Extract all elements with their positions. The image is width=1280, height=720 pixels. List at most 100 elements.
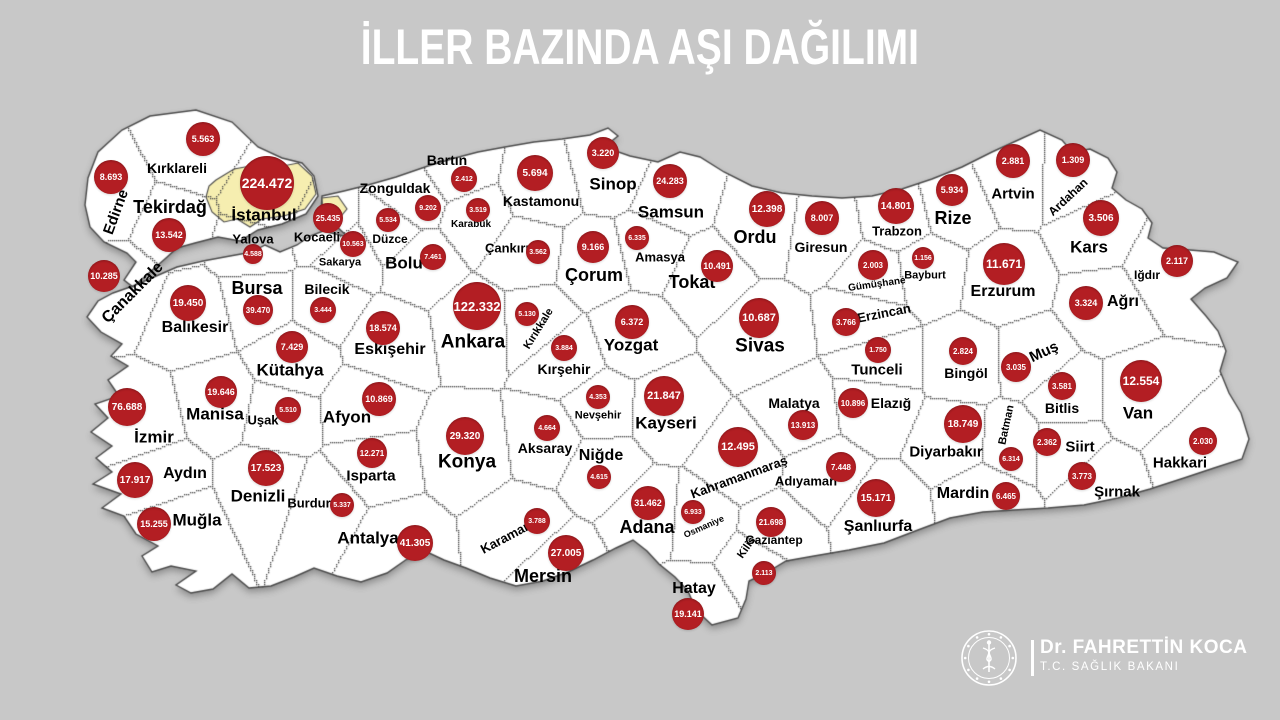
province-value: 5.934 — [940, 185, 964, 195]
province-label-isparta: Isparta — [346, 467, 396, 485]
province-bubble-tekirdag: 13.542 — [152, 218, 186, 252]
province-bubble-usak: 5.510 — [275, 397, 301, 423]
province-label-batman: Batman — [996, 403, 1017, 446]
province-bubble-sakarya: 10.563 — [340, 231, 366, 257]
province-bubble-yalova: 4.588 — [243, 244, 263, 264]
province-bubble-kahramanmaras: 12.495 — [718, 427, 758, 467]
province-bubble-karabuk: 3.519 — [466, 198, 490, 222]
province-label-siirt: Siirt — [1065, 438, 1095, 456]
province-label-sinop: Sinop — [589, 174, 637, 194]
province-value: 8.693 — [99, 172, 123, 182]
province-bubble-tokat: 10.491 — [701, 250, 733, 282]
province-bubble-giresun: 8.007 — [805, 201, 839, 235]
province-value: 3.324 — [1074, 298, 1098, 308]
province-value: 27.005 — [550, 547, 582, 559]
province-bubble-erzincan: 3.766 — [832, 308, 860, 336]
province-value: 11.671 — [985, 257, 1023, 271]
province-label-bartin: Bartın — [426, 152, 468, 168]
province-bubble-kilis: 2.113 — [752, 561, 776, 585]
province-value: 2.881 — [1001, 156, 1025, 166]
province-bubble-antalya: 41.305 — [397, 525, 433, 561]
province-label-kutahya: Kütahya — [256, 360, 324, 380]
province-bubble-afyon: 10.869 — [362, 382, 396, 416]
province-label-yalova: Yalova — [232, 231, 274, 247]
province-bubble-aydin: 17.917 — [117, 462, 153, 498]
province-value: 6.335 — [628, 234, 646, 242]
province-bubble-ordu: 12.398 — [749, 191, 785, 227]
province-bubble-sinop: 3.220 — [587, 137, 619, 169]
province-bubble-konya: 29.320 — [446, 417, 484, 455]
province-value: 10.563 — [342, 240, 364, 248]
province-label-bursa: Bursa — [231, 278, 283, 298]
province-value: 18.749 — [947, 418, 979, 430]
province-label-mardin: Mardin — [936, 485, 990, 502]
province-value: 29.320 — [449, 430, 481, 442]
province-value: 10.687 — [742, 312, 776, 324]
province-label-tekirdag: Tekirdağ — [133, 197, 207, 217]
province-value: 2.412 — [455, 175, 473, 183]
province-value: 3.562 — [529, 248, 547, 256]
province-value: 12.554 — [1122, 374, 1160, 388]
province-bubble-gumushane: 2.003 — [858, 250, 888, 280]
province-bubble-manisa: 19.646 — [205, 376, 237, 408]
province-bubble-hatay: 19.141 — [672, 598, 704, 630]
province-bubble-erzurum: 11.671 — [983, 243, 1025, 285]
province-label-sivas: Sivas — [735, 335, 785, 357]
province-bubble-isparta: 12.271 — [357, 438, 387, 468]
province-bubble-agri: 3.324 — [1069, 286, 1103, 320]
province-value: 3.773 — [1071, 471, 1093, 481]
province-label-tokat: Tokat — [668, 272, 716, 292]
province-label-hatay: Hatay — [672, 580, 716, 597]
province-label-nevsehir: Nevşehir — [574, 409, 622, 422]
province-bubble-bilecik: 3.444 — [310, 297, 336, 323]
province-label-duzce: Düzce — [372, 232, 408, 246]
province-bubble-bitlis: 3.581 — [1048, 372, 1076, 400]
province-label-van: Van — [1122, 403, 1154, 423]
province-value: 12.398 — [751, 203, 783, 215]
province-value: 21.698 — [758, 517, 784, 527]
province-bubble-kocaeli: 25.435 — [313, 203, 343, 233]
province-label-agri: Ağrı — [1107, 293, 1139, 310]
province-value: 17.917 — [119, 474, 151, 486]
province-value: 1.750 — [869, 346, 887, 354]
province-label-sanliurfa: Şanlıurfa — [843, 518, 913, 535]
province-label-kayseri: Kayseri — [635, 413, 697, 433]
province-value: 13.913 — [790, 420, 816, 430]
province-label-giresun: Giresun — [794, 239, 848, 255]
province-label-sakarya: Sakarya — [318, 256, 362, 269]
province-value: 12.495 — [721, 441, 755, 453]
province-value: 3.581 — [1051, 381, 1073, 391]
province-label-edirne: Edirne — [100, 187, 132, 237]
province-bubble-mardin: 6.465 — [992, 482, 1020, 510]
province-bubble-corum: 9.166 — [577, 231, 609, 263]
province-label-erzincan: Erzincan — [855, 300, 913, 326]
province-value: 2.824 — [952, 346, 974, 356]
province-label-malatya: Malatya — [768, 395, 820, 411]
province-value: 2.113 — [755, 569, 773, 577]
province-label-istanbul: İstanbul — [231, 205, 297, 225]
province-bubble-bursa: 39.470 — [243, 295, 273, 325]
province-bubble-hakkari: 2.030 — [1189, 427, 1217, 455]
province-label-hakkari: Hakkari — [1152, 454, 1208, 472]
province-bubble-nigde: 4.615 — [587, 465, 611, 489]
province-label-kastamonu: Kastamonu — [502, 193, 580, 209]
province-bubble-adana: 31.462 — [631, 486, 665, 520]
province-value: 2.117 — [1165, 256, 1189, 266]
province-label-denizli: Denizli — [230, 486, 286, 506]
province-label-manisa: Manisa — [186, 404, 244, 424]
province-value: 6.465 — [995, 491, 1017, 501]
province-label-balikesir: Balıkesir — [161, 319, 229, 336]
province-label-diyarbakir: Diyarbakır — [909, 443, 983, 461]
province-bubble-ankara: 122.332 — [453, 282, 501, 330]
province-bubble-diyarbakir: 18.749 — [944, 405, 982, 443]
province-value: 10.896 — [840, 398, 866, 408]
province-value: 13.542 — [155, 230, 183, 240]
province-value: 1.309 — [1061, 155, 1085, 165]
province-value: 19.141 — [674, 609, 702, 619]
province-value: 7.429 — [280, 342, 304, 352]
province-label-samsun: Samsun — [637, 202, 705, 222]
province-label-elazig: Elazığ — [870, 395, 912, 411]
province-value: 3.444 — [314, 306, 332, 314]
province-value: 10.285 — [90, 271, 118, 281]
